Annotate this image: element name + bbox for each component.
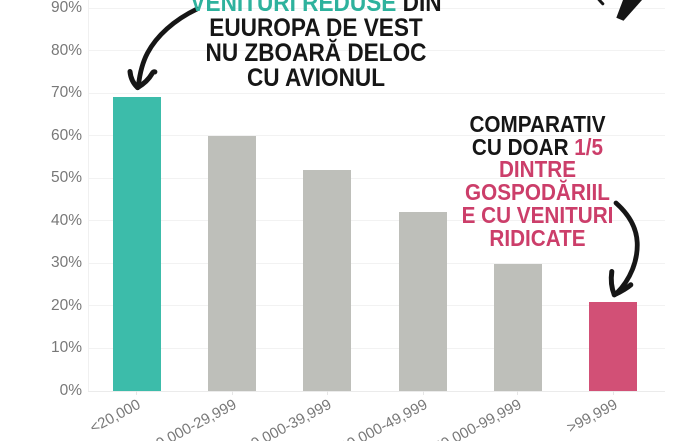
svg-text:>99,999: >99,999: [564, 396, 620, 437]
svg-text:30,000-39,999: 30,000-39,999: [241, 396, 334, 441]
svg-text:<20,000: <20,000: [87, 396, 143, 437]
svg-text:40,000-49,999: 40,000-49,999: [337, 396, 430, 441]
svg-text:50,000-99,999: 50,000-99,999: [431, 396, 524, 441]
svg-text:20,000-29,999: 20,000-29,999: [146, 396, 239, 441]
